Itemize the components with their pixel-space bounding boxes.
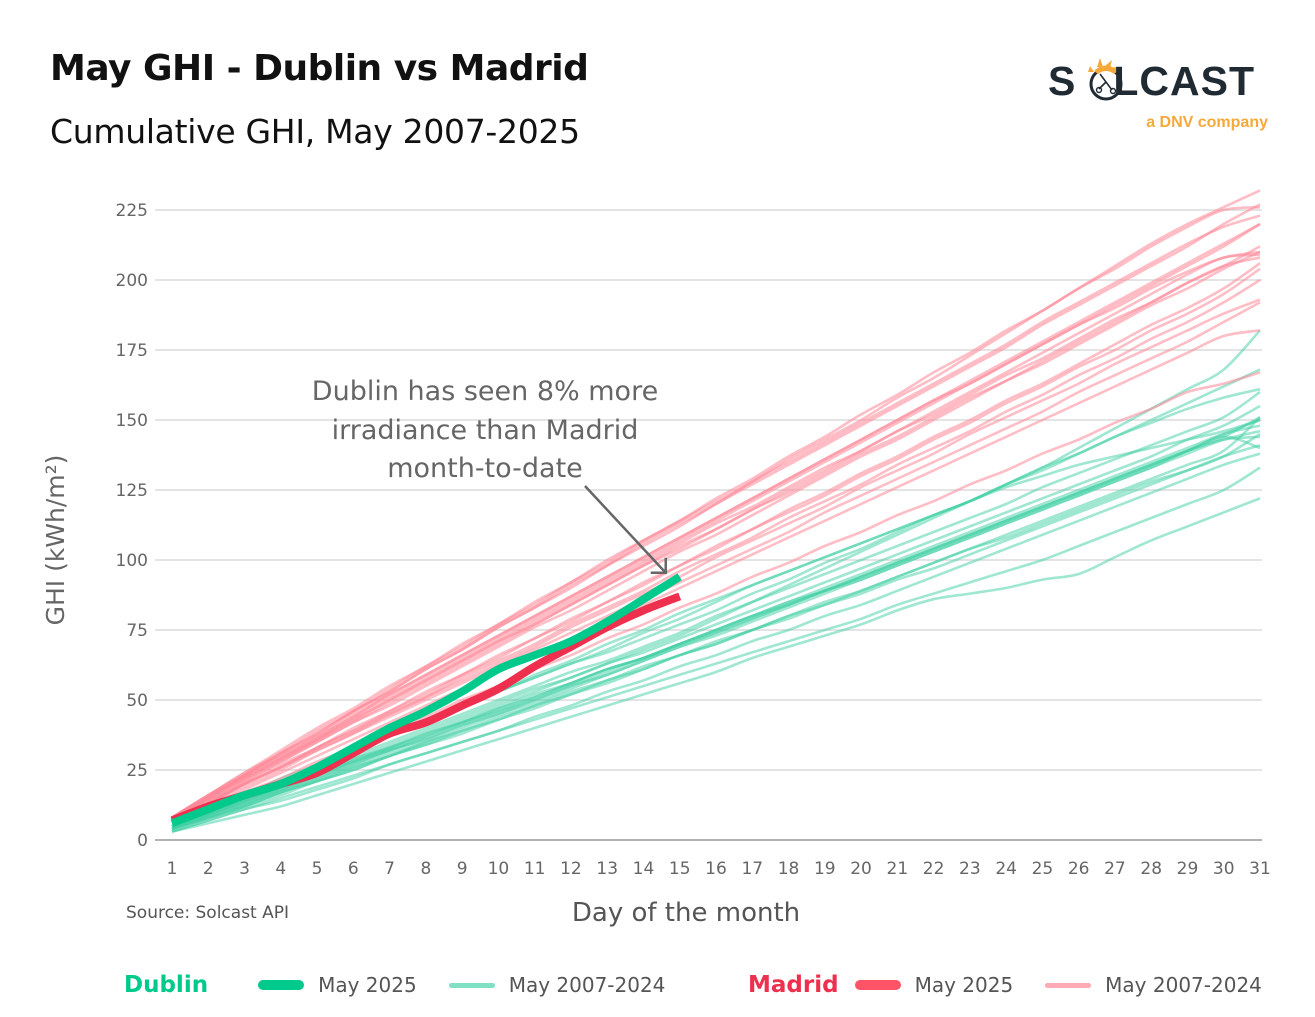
x-tick-label: 1 — [167, 859, 178, 879]
x-tick-label: 15 — [669, 859, 691, 879]
x-tick-label: 16 — [705, 859, 727, 879]
dublin-history-line — [171, 452, 1261, 833]
x-tick-label: 23 — [959, 859, 981, 879]
madrid-history-line — [171, 329, 1261, 825]
madrid-history-line — [171, 262, 1261, 822]
x-tick-label: 24 — [995, 859, 1017, 879]
x-tick-label: 30 — [1213, 859, 1235, 879]
legend-dublin-current-label: May 2025 — [318, 973, 417, 997]
legend-madrid-history-swatch — [1045, 982, 1092, 988]
y-tick-label: 25 — [126, 761, 148, 781]
solcast-logo: S LCAST a DNV company — [1048, 48, 1270, 138]
y-tick-label: 125 — [116, 481, 148, 501]
annotation: Dublin has seen 8% more irradiance than … — [312, 376, 667, 575]
x-tick-label: 26 — [1068, 859, 1090, 879]
x-tick-label: 19 — [814, 859, 836, 879]
madrid-history-line — [171, 222, 1261, 819]
annotation-arrow — [584, 485, 667, 574]
x-tick-label: 13 — [596, 859, 618, 879]
y-axis-label: GHI (kWh/m²) — [41, 455, 70, 626]
legend-madrid-history-label: May 2007-2024 — [1105, 973, 1262, 997]
dublin-history-line — [171, 497, 1261, 833]
x-tick-label: 29 — [1177, 859, 1199, 879]
x-tick-label: 8 — [420, 859, 431, 879]
x-tick-label: 10 — [488, 859, 510, 879]
dublin-history-line — [171, 466, 1261, 833]
madrid-history-line — [171, 253, 1261, 822]
sun-circuit-logo-icon — [1088, 58, 1123, 101]
y-tick-label: 100 — [116, 551, 148, 571]
dublin-history-line — [171, 432, 1261, 831]
x-tick-label: 31 — [1249, 859, 1271, 879]
source-note: Source: Solcast API — [126, 903, 289, 923]
y-tick-label: 175 — [116, 341, 148, 361]
legend-dublin-current-swatch — [258, 980, 305, 990]
x-tick-label: 12 — [560, 859, 582, 879]
y-tick-label: 150 — [116, 411, 148, 431]
x-tick-label: 6 — [348, 859, 359, 879]
legend-madrid-current-swatch — [854, 980, 901, 990]
annotation-line-3: month-to-date — [387, 453, 583, 484]
x-tick-label: 14 — [633, 859, 655, 879]
x-tick-labels: 1 2 3 4 5 6 7 8 9 10 11 12 13 14 15 16 17 18 19 20 21 22 23 24 2… — [167, 859, 1271, 879]
x-tick-label: 27 — [1104, 859, 1126, 879]
madrid-history-line — [171, 256, 1261, 819]
x-tick-label: 3 — [239, 859, 250, 879]
madrid-history-line — [171, 267, 1261, 822]
y-tick-label: 50 — [126, 691, 148, 711]
x-tick-label: 4 — [275, 859, 286, 879]
dublin-2025-line — [170, 573, 682, 827]
x-tick-label: 25 — [1032, 859, 1054, 879]
x-tick-label: 22 — [923, 859, 945, 879]
legend-dublin-history-swatch — [448, 982, 495, 988]
x-tick-label: 7 — [384, 859, 395, 879]
legend-dublin-history-label: May 2007-2024 — [508, 973, 666, 997]
legend-madrid-city: Madrid — [748, 972, 839, 998]
legend-madrid: Madrid May 2025 May 2007-2024 — [748, 968, 1262, 1002]
y-tick-label: 200 — [116, 271, 148, 291]
annotation-arrowhead — [650, 557, 667, 575]
dublin-history-line — [171, 416, 1261, 831]
x-tick-label: 28 — [1140, 859, 1162, 879]
current-year-lines — [170, 573, 682, 827]
x-axis-label: Day of the month — [572, 898, 800, 928]
legend-dublin-city: Dublin — [124, 972, 209, 998]
logo-wordmark: S LCAST — [1048, 58, 1256, 104]
y-tick-label: 0 — [137, 831, 148, 851]
y-tick-label: 75 — [126, 621, 148, 641]
chart-title: May GHI - Dublin vs Madrid — [50, 48, 589, 89]
x-tick-label: 21 — [887, 859, 909, 879]
madrid-history-line — [171, 301, 1261, 822]
chart-subtitle: Cumulative GHI, May 2007-2025 — [50, 112, 580, 151]
madrid-history-line — [171, 205, 1261, 819]
x-tick-label: 11 — [524, 859, 546, 879]
annotation-line-1: Dublin has seen 8% more — [312, 376, 658, 407]
x-tick-label: 2 — [203, 859, 214, 879]
x-tick-label: 17 — [741, 859, 763, 879]
y-tick-labels: 0 25 50 75 100 125 150 175 200 225 — [116, 201, 148, 851]
x-tick-label: 5 — [312, 859, 323, 879]
x-tick-label: 18 — [778, 859, 800, 879]
logo-tagline: a DNV company — [1146, 114, 1268, 131]
madrid-history-line — [171, 250, 1261, 822]
dublin-history-line — [171, 429, 1261, 828]
y-tick-label: 225 — [116, 201, 148, 221]
historical-lines — [171, 189, 1261, 833]
x-tick-label: 20 — [850, 859, 872, 879]
legend-dublin: Dublin May 2025 May 2007-2024 — [124, 968, 665, 1002]
legend-madrid-current-label: May 2025 — [914, 973, 1014, 997]
annotation-line-2: irradiance than Madrid — [332, 415, 639, 446]
dublin-history-line — [171, 435, 1261, 828]
x-tick-label: 9 — [457, 859, 468, 879]
